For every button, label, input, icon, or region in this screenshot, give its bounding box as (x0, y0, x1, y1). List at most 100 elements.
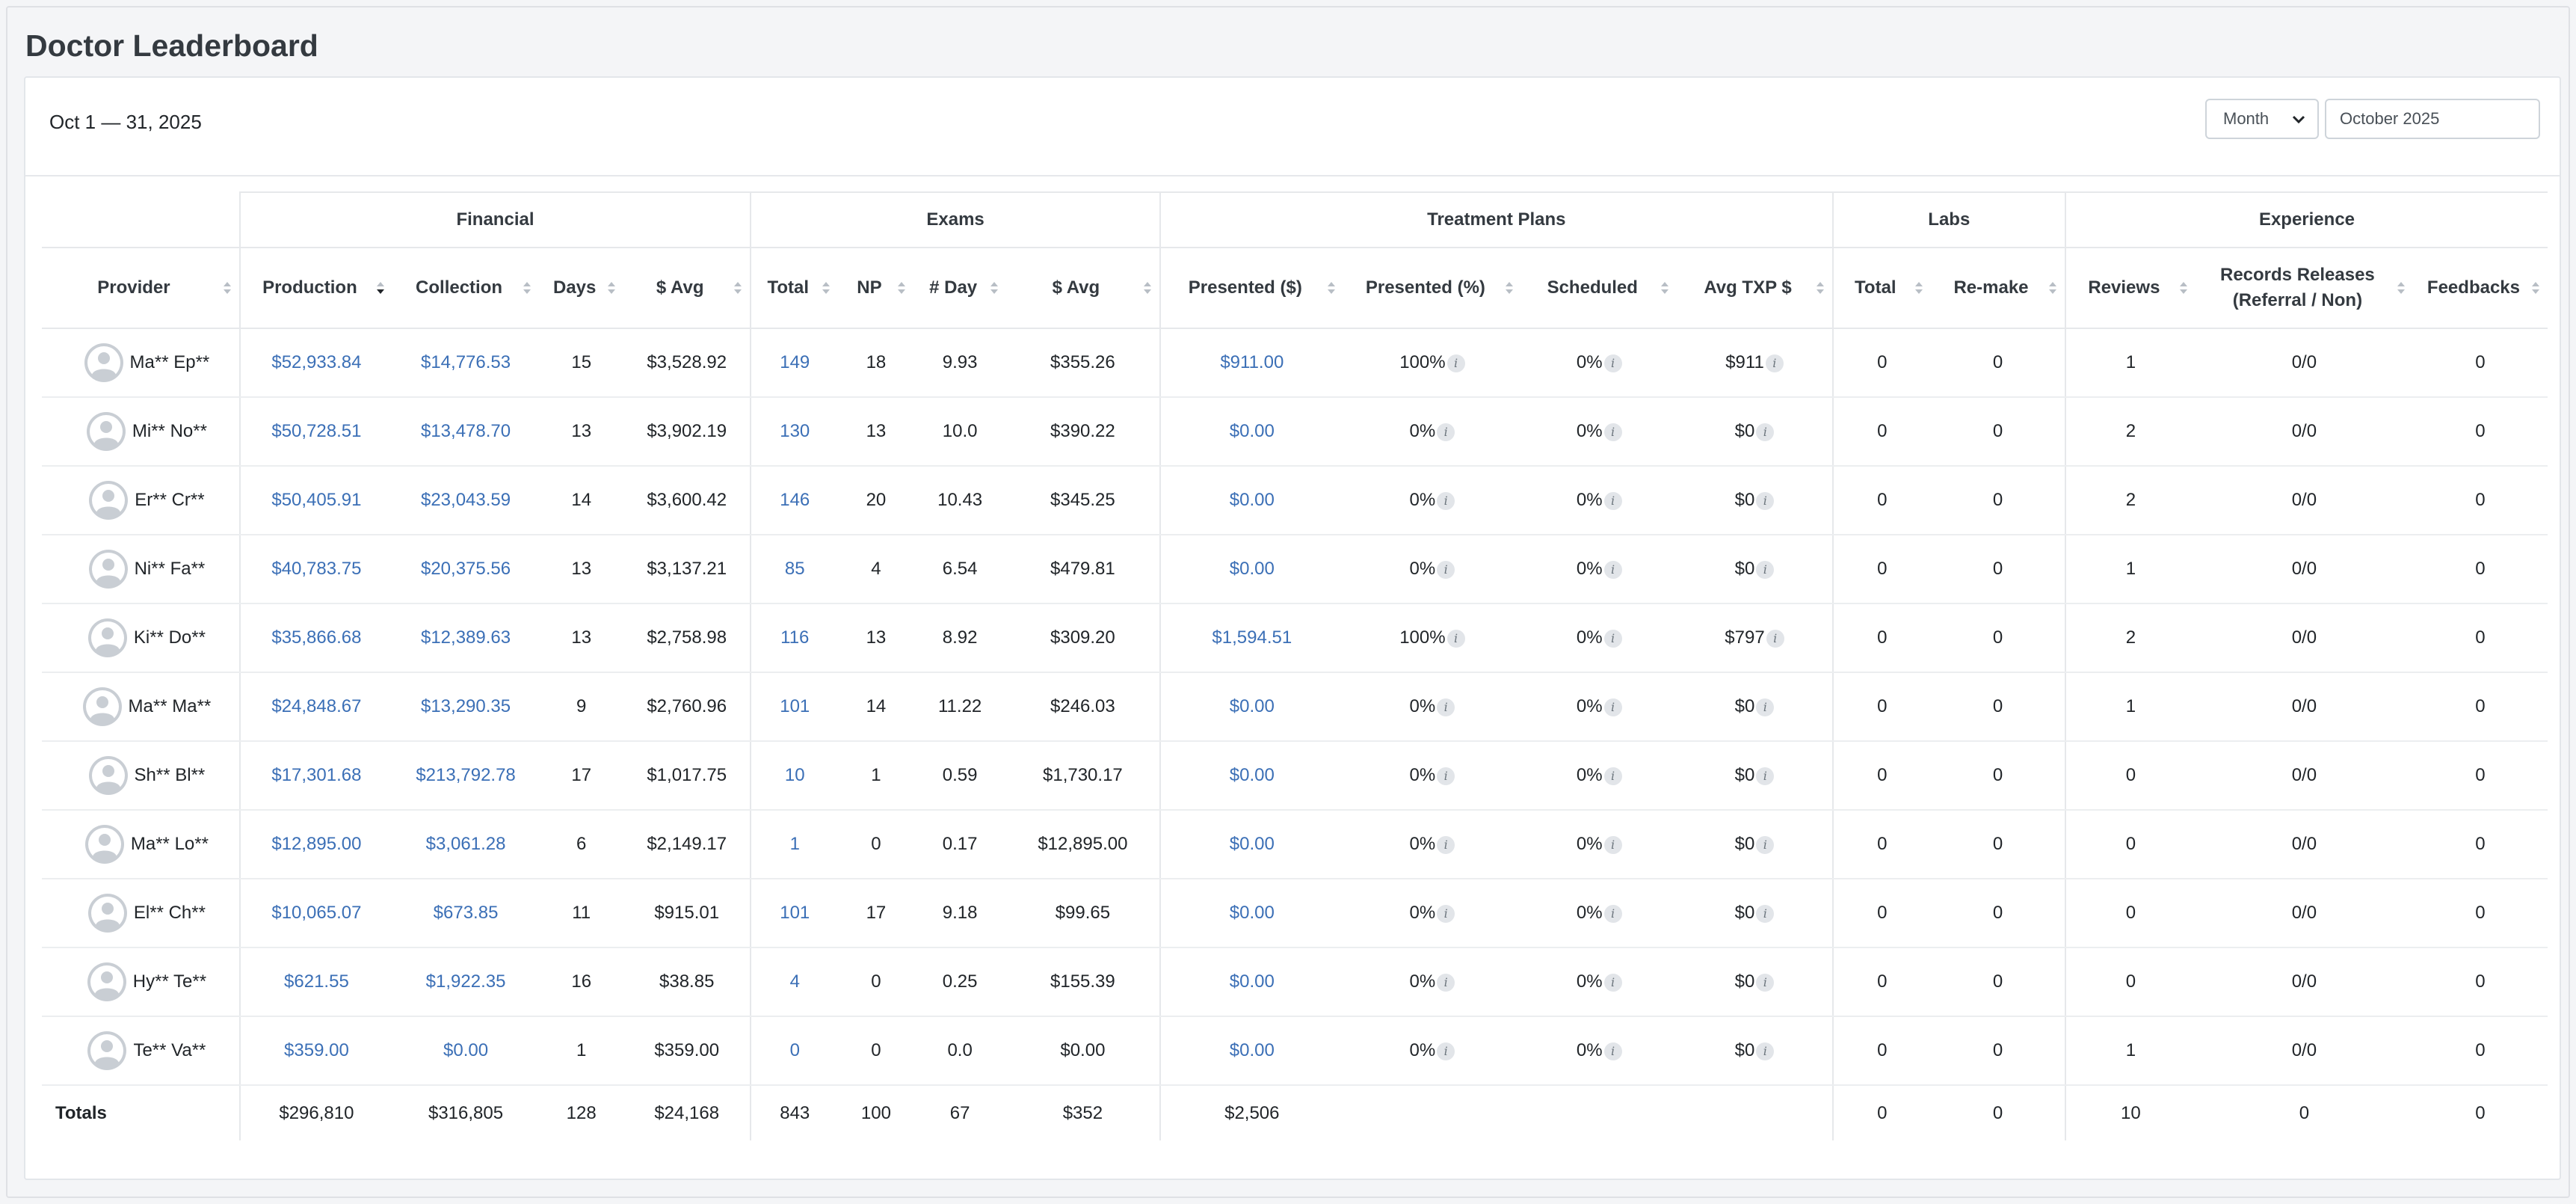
col-days[interactable]: Days (539, 248, 624, 329)
presented-amount-link[interactable]: $0.00 (1159, 397, 1343, 467)
info-icon[interactable]: i (1756, 491, 1775, 510)
total-fin-avg: $24,168 (654, 1102, 720, 1123)
col-records-releases[interactable]: Records Releases (Referral / Non) (2195, 248, 2413, 329)
info-icon[interactable]: i (1437, 973, 1455, 992)
col-reviews[interactable]: Reviews (2064, 248, 2196, 329)
info-icon[interactable]: i (1756, 767, 1775, 785)
col-provider[interactable]: Provider (42, 248, 240, 329)
presented-amount-link[interactable]: $0.00 (1159, 535, 1343, 604)
exam-total-link[interactable]: 101 (750, 879, 839, 948)
info-icon[interactable]: i (1603, 629, 1622, 648)
col-exam-avg[interactable]: $ Avg (1005, 248, 1160, 329)
collection-link[interactable]: $14,776.53 (392, 328, 540, 398)
exam-total-link[interactable]: 0 (750, 1016, 839, 1086)
col-collection[interactable]: Collection (392, 248, 540, 329)
col-remake[interactable]: Re-make (1931, 248, 2065, 329)
col-production[interactable]: Production (238, 248, 392, 329)
production-link[interactable]: $35,866.68 (238, 603, 392, 673)
production-link[interactable]: $621.55 (238, 947, 392, 1017)
info-icon[interactable]: i (1766, 629, 1784, 648)
production-link[interactable]: $52,933.84 (238, 328, 392, 398)
col-exam-total[interactable]: Total (750, 248, 839, 329)
info-icon[interactable]: i (1603, 904, 1622, 923)
collection-link[interactable]: $23,043.59 (392, 466, 540, 535)
info-icon[interactable]: i (1603, 835, 1622, 854)
col-scheduled[interactable]: Scheduled (1521, 248, 1677, 329)
production-link[interactable]: $24,848.67 (238, 672, 392, 742)
exam-total-link[interactable]: 4 (750, 947, 839, 1017)
info-icon[interactable]: i (1446, 354, 1465, 372)
production-link[interactable]: $12,895.00 (238, 810, 392, 879)
presented-amount-link[interactable]: $0.00 (1159, 947, 1343, 1017)
col-labs-total[interactable]: Total (1831, 248, 1932, 329)
avg-txp-value-text: $0 (1734, 559, 1755, 579)
collection-link[interactable]: $0.00 (392, 1016, 540, 1086)
collection-link[interactable]: $673.85 (392, 879, 540, 948)
info-icon[interactable]: i (1603, 973, 1622, 992)
presented-amount-link[interactable]: $0.00 (1159, 1016, 1343, 1086)
info-icon[interactable]: i (1756, 423, 1775, 441)
info-icon[interactable]: i (1437, 835, 1455, 854)
info-icon[interactable]: i (1603, 698, 1622, 716)
info-icon[interactable]: i (1437, 560, 1455, 579)
info-icon[interactable]: i (1756, 835, 1775, 854)
presented-amount-link[interactable]: $0.00 (1159, 466, 1343, 535)
production-link[interactable]: $40,783.75 (238, 535, 392, 604)
info-icon[interactable]: i (1603, 767, 1622, 785)
month-input[interactable]: October 2025 (2325, 99, 2540, 139)
presented-amount-link[interactable]: $0.00 (1159, 810, 1343, 879)
exam-total-link[interactable]: 101 (750, 672, 839, 742)
info-icon[interactable]: i (1756, 698, 1775, 716)
info-icon[interactable]: i (1446, 629, 1465, 648)
exam-total-link[interactable]: 146 (750, 466, 839, 535)
info-icon[interactable]: i (1603, 354, 1622, 372)
info-icon[interactable]: i (1603, 1042, 1622, 1060)
col-np[interactable]: NP (838, 248, 914, 329)
info-icon[interactable]: i (1437, 904, 1455, 923)
collection-link[interactable]: $3,061.28 (392, 810, 540, 879)
col-feedbacks[interactable]: Feedbacks (2412, 248, 2548, 329)
info-icon[interactable]: i (1437, 423, 1455, 441)
collection-link[interactable]: $20,375.56 (392, 535, 540, 604)
production-link[interactable]: $50,405.91 (238, 466, 392, 535)
col-presented-percent[interactable]: Presented (%) (1343, 248, 1522, 329)
presented-amount-link[interactable]: $0.00 (1159, 879, 1343, 948)
info-icon[interactable]: i (1603, 491, 1622, 510)
info-icon[interactable]: i (1756, 973, 1775, 992)
info-icon[interactable]: i (1756, 904, 1775, 923)
exam-total-link[interactable]: 149 (750, 328, 839, 398)
info-icon[interactable]: i (1756, 560, 1775, 579)
exam-total-link[interactable]: 130 (750, 397, 839, 467)
info-icon[interactable]: i (1603, 423, 1622, 441)
period-select[interactable]: Month (2205, 99, 2319, 139)
feedbacks-value: 0 (2412, 741, 2548, 811)
exam-total-link[interactable]: 10 (750, 741, 839, 811)
collection-link[interactable]: $213,792.78 (392, 741, 540, 811)
production-link[interactable]: $10,065.07 (238, 879, 392, 948)
collection-link[interactable]: $13,290.35 (392, 672, 540, 742)
production-link[interactable]: $50,728.51 (238, 397, 392, 467)
info-icon[interactable]: i (1603, 560, 1622, 579)
info-icon[interactable]: i (1765, 354, 1784, 372)
col-avg-txp[interactable]: Avg TXP $ (1677, 248, 1833, 329)
info-icon[interactable]: i (1437, 1042, 1455, 1060)
presented-amount-link[interactable]: $911.00 (1159, 328, 1343, 398)
col-fin-avg[interactable]: $ Avg (623, 248, 751, 329)
col-presented-amount[interactable]: Presented ($) (1159, 248, 1343, 329)
presented-amount-link[interactable]: $0.00 (1159, 741, 1343, 811)
presented-amount-link[interactable]: $0.00 (1159, 672, 1343, 742)
presented-amount-link[interactable]: $1,594.51 (1159, 603, 1343, 673)
exam-total-link[interactable]: 1 (750, 810, 839, 879)
production-link[interactable]: $17,301.68 (238, 741, 392, 811)
info-icon[interactable]: i (1437, 767, 1455, 785)
info-icon[interactable]: i (1756, 1042, 1775, 1060)
collection-link[interactable]: $13,478.70 (392, 397, 540, 467)
info-icon[interactable]: i (1437, 491, 1455, 510)
exam-total-link[interactable]: 85 (750, 535, 839, 604)
production-link[interactable]: $359.00 (238, 1016, 392, 1086)
exam-total-link[interactable]: 116 (750, 603, 839, 673)
collection-link[interactable]: $12,389.63 (392, 603, 540, 673)
collection-link[interactable]: $1,922.35 (392, 947, 540, 1017)
col-per-day[interactable]: # Day (913, 248, 1006, 329)
info-icon[interactable]: i (1437, 698, 1455, 716)
